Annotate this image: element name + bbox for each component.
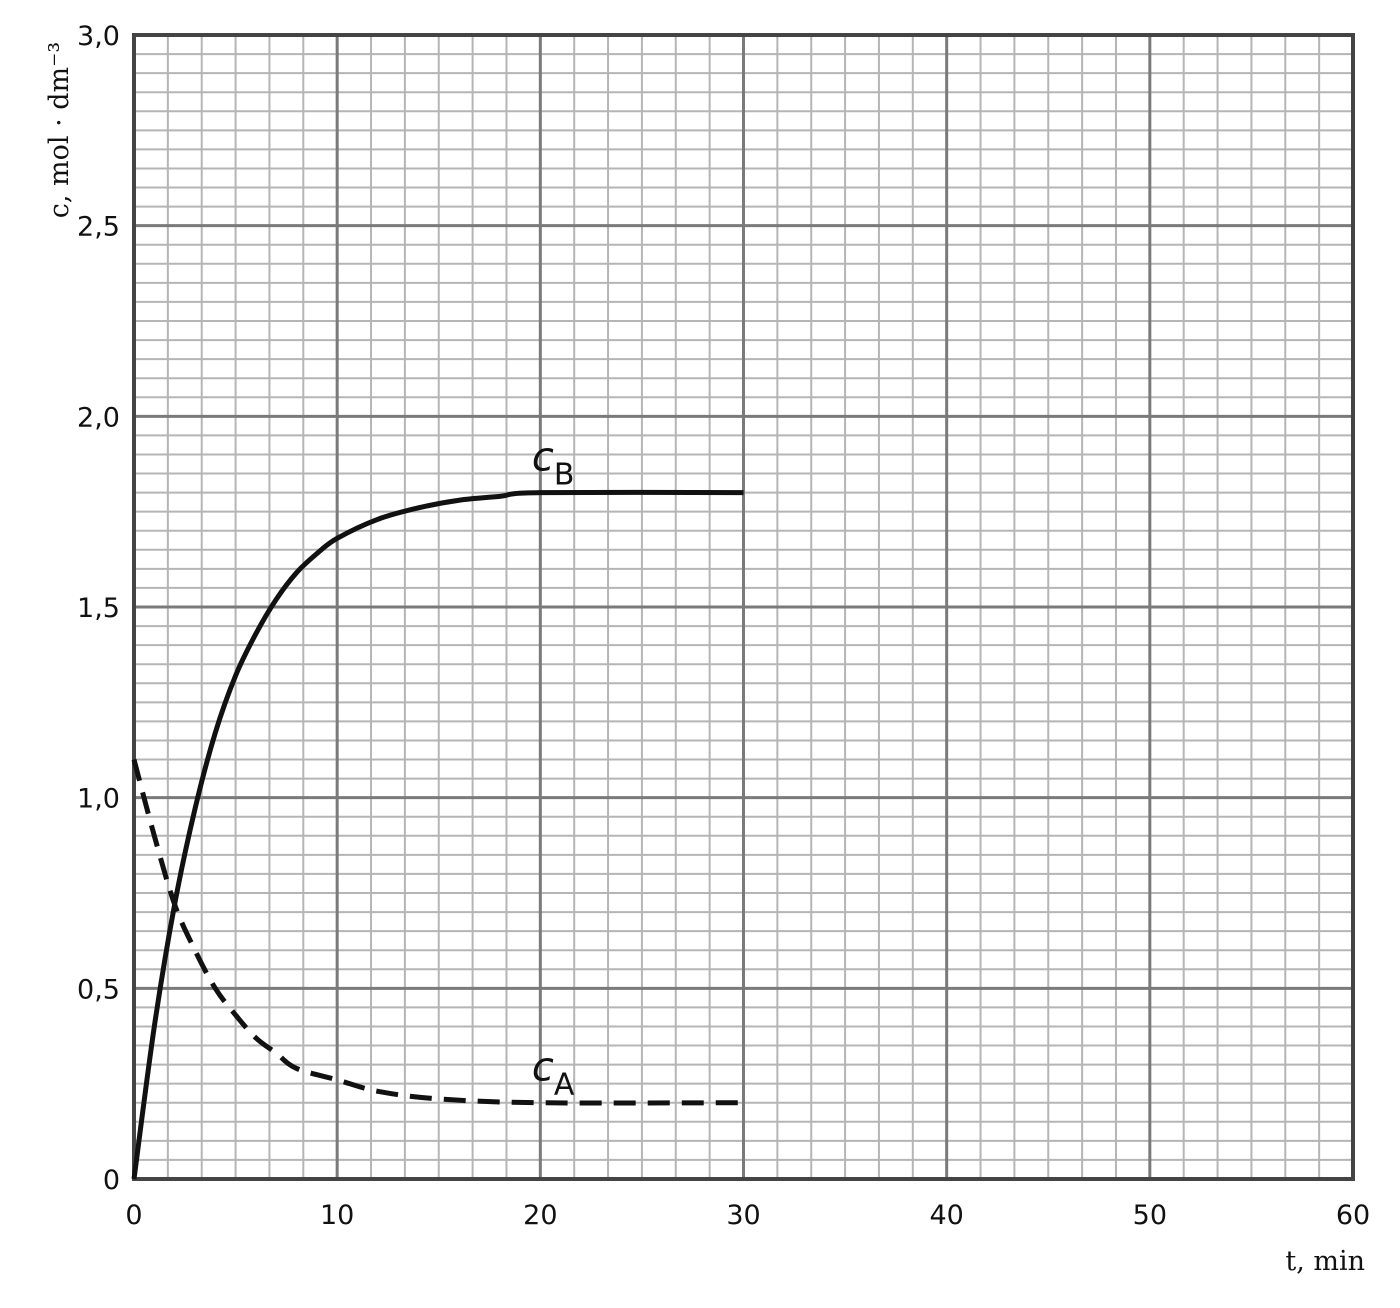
y-tick-label: 1,0 xyxy=(77,784,120,815)
plot-border xyxy=(132,33,1355,1181)
x-tick-label: 0 xyxy=(125,1200,142,1231)
y-tick-label: 0 xyxy=(103,1165,120,1196)
x-tick-label: 40 xyxy=(929,1200,963,1231)
x-tick-label: 30 xyxy=(726,1200,760,1231)
y-axis-label: c, mol · dm⁻³ xyxy=(44,42,75,219)
y-tick-label: 3,0 xyxy=(77,21,120,52)
y-tick-label: 2,5 xyxy=(77,212,120,243)
y-tick-label: 0,5 xyxy=(77,974,120,1005)
y-tick-label: 2,0 xyxy=(77,402,120,433)
x-tick-label: 20 xyxy=(523,1200,557,1231)
x-tick-label: 50 xyxy=(1133,1200,1167,1231)
series-label: cA xyxy=(532,1045,575,1103)
y-tick-label: 1,5 xyxy=(77,593,120,624)
x-tick-label: 60 xyxy=(1336,1200,1370,1231)
x-axis-label: t, min xyxy=(1285,1246,1365,1277)
series-line xyxy=(131,758,744,1106)
series-label: cB xyxy=(532,435,575,493)
x-tick-label: 10 xyxy=(320,1200,354,1231)
grid xyxy=(132,33,1355,1181)
